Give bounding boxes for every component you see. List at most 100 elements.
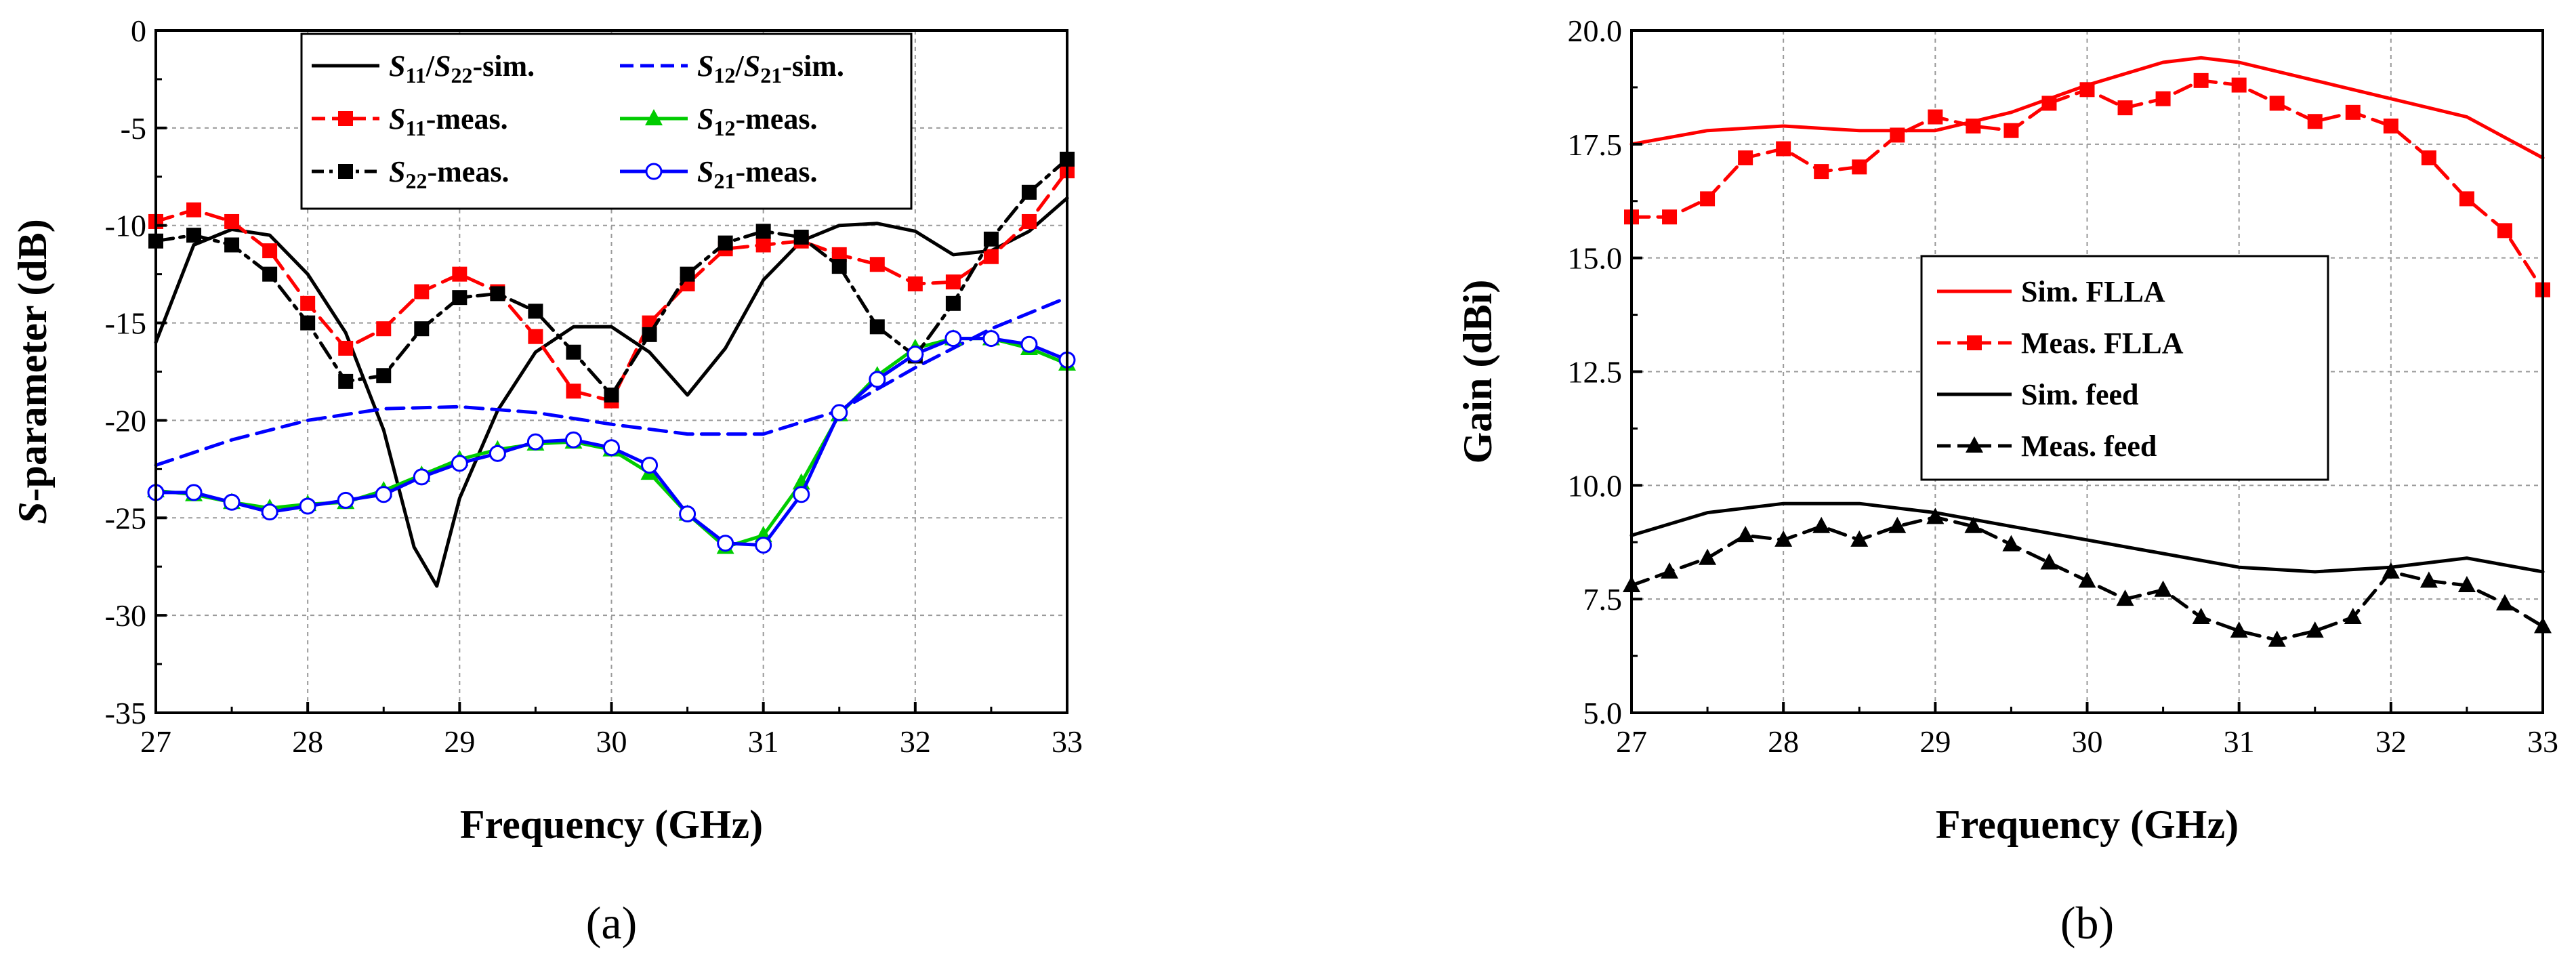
legend-item-sim-feed: Sim. feed bbox=[1937, 378, 2139, 411]
data-point bbox=[945, 274, 961, 290]
y-tick-label: -30 bbox=[105, 598, 146, 633]
x-tick-label: 29 bbox=[1919, 724, 1951, 759]
x-axis-title: Frequency (GHz) bbox=[1936, 802, 2239, 847]
data-point bbox=[2268, 630, 2286, 647]
data-point bbox=[2345, 104, 2361, 120]
data-point bbox=[528, 304, 543, 319]
data-point bbox=[1890, 127, 1905, 143]
legend-marker bbox=[1966, 436, 1983, 453]
data-point bbox=[2383, 118, 2398, 133]
data-point bbox=[300, 315, 316, 331]
data-point bbox=[1737, 526, 1755, 543]
data-point bbox=[831, 247, 847, 262]
legend-label: S12/S21-sim. bbox=[697, 49, 844, 87]
data-point bbox=[2079, 82, 2095, 98]
series-s21-meas bbox=[147, 330, 1076, 554]
data-point bbox=[869, 319, 885, 335]
y-tick-label: 0 bbox=[131, 14, 146, 48]
series-sim-flla bbox=[1629, 56, 2545, 160]
legend-label: S11/S22-sim. bbox=[389, 49, 535, 87]
legend-label: S11-meas. bbox=[389, 102, 508, 140]
data-point bbox=[1812, 516, 1831, 533]
data-point bbox=[2154, 580, 2172, 597]
data-point bbox=[490, 286, 505, 302]
data-point bbox=[2193, 72, 2209, 88]
data-point bbox=[224, 213, 240, 229]
x-tick-label: 28 bbox=[292, 724, 323, 759]
data-point bbox=[907, 276, 923, 292]
data-point bbox=[944, 330, 962, 348]
y-tick-label: 7.5 bbox=[1583, 582, 1623, 617]
data-point bbox=[2002, 535, 2020, 552]
legend-marker bbox=[338, 164, 353, 179]
series-line-sim-flla bbox=[1629, 56, 2545, 160]
y-tick-label: -15 bbox=[105, 306, 146, 341]
data-point bbox=[186, 202, 202, 217]
data-point bbox=[262, 266, 278, 282]
series-line-s12-s21-sim bbox=[154, 295, 1069, 468]
data-point bbox=[413, 468, 430, 486]
data-point bbox=[376, 321, 392, 337]
panel-label: (a) bbox=[586, 897, 637, 949]
data-point bbox=[2231, 77, 2247, 93]
data-point bbox=[1020, 335, 1038, 353]
data-point bbox=[2344, 608, 2362, 625]
data-point bbox=[1662, 209, 1678, 225]
data-point bbox=[1926, 507, 1945, 524]
chart-a-s-parameter: 27 28 29 30 31 32 33 0 -5 -10 -15 -20 -25 -30 -35 Frequ… bbox=[10, 14, 1083, 949]
data-point bbox=[1699, 548, 1717, 565]
x-axis-title: Frequency (GHz) bbox=[460, 802, 763, 847]
data-point bbox=[2078, 571, 2096, 588]
legend-item-s12-s21-sim: S12/S21-sim. bbox=[620, 49, 844, 87]
data-point bbox=[2421, 150, 2436, 165]
x-tick-label: 30 bbox=[596, 724, 627, 759]
y-axis-title: S-parameter (dB) bbox=[10, 219, 55, 524]
legend-item-s11-meas: S11-meas. bbox=[312, 102, 508, 140]
data-point bbox=[2116, 589, 2134, 606]
chart-b-gain: 27 28 29 30 31 32 33 5.0 7.5 10.0 12.5 15.0 17.5 20.0… bbox=[1455, 14, 2558, 949]
data-point bbox=[1774, 530, 1793, 547]
data-point bbox=[982, 330, 1000, 348]
y-tick-label: -35 bbox=[105, 696, 146, 730]
data-point bbox=[1928, 109, 1943, 125]
legend-item-meas-flla: Meas. FLLA bbox=[1937, 327, 2184, 360]
data-point bbox=[337, 491, 354, 509]
x-tick-label: 27 bbox=[140, 724, 171, 759]
data-point bbox=[526, 433, 544, 451]
legend-marker bbox=[1967, 335, 1982, 350]
legend-label: Sim. FLLA bbox=[2021, 275, 2165, 308]
legend-item-s22-meas: S22-meas. bbox=[312, 155, 509, 193]
series-line-sim-feed bbox=[1629, 501, 2545, 574]
legend-label: S21-meas. bbox=[697, 155, 817, 193]
legend-label: Meas. feed bbox=[2021, 430, 2157, 463]
legend-marker bbox=[645, 163, 663, 180]
data-point bbox=[2382, 562, 2400, 579]
x-axis: 27 28 29 30 31 32 33 bbox=[140, 702, 1083, 759]
data-point bbox=[528, 329, 543, 344]
data-point bbox=[1814, 164, 1829, 180]
series-meas-feed bbox=[1623, 507, 2552, 647]
x-axis: 27 28 29 30 31 32 33 bbox=[1616, 702, 2558, 759]
data-point bbox=[566, 383, 581, 399]
data-point bbox=[338, 340, 354, 356]
data-point bbox=[831, 259, 847, 274]
data-point bbox=[1700, 191, 1716, 207]
data-point bbox=[2269, 96, 2285, 111]
data-point bbox=[564, 431, 582, 449]
legend-item-sim-flla: Sim. FLLA bbox=[1937, 275, 2165, 308]
data-point bbox=[338, 373, 354, 389]
data-point bbox=[1888, 516, 1907, 533]
data-point bbox=[2307, 114, 2323, 129]
y-tick-label: 12.5 bbox=[1568, 355, 1623, 390]
data-point bbox=[642, 327, 657, 342]
data-point bbox=[1964, 516, 1982, 533]
y-axis: 5.0 7.5 10.0 12.5 15.0 17.5 20.0 bbox=[1568, 14, 1642, 730]
data-point bbox=[2306, 621, 2324, 638]
y-tick-label: 15.0 bbox=[1568, 241, 1623, 276]
series-meas-flla bbox=[1624, 72, 2550, 297]
y-tick-label: 20.0 bbox=[1568, 14, 1623, 48]
legend-marker bbox=[338, 111, 353, 126]
data-point bbox=[755, 224, 771, 239]
data-point bbox=[2041, 96, 2057, 111]
data-point bbox=[489, 444, 506, 462]
